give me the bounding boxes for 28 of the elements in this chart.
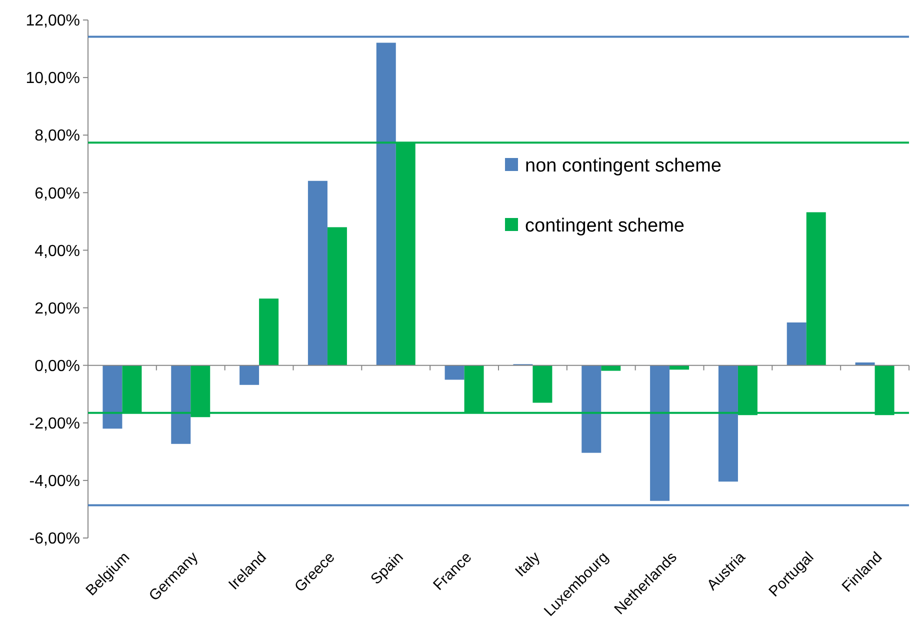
y-tick-label: 0,00% xyxy=(34,358,80,375)
y-tick-label: -2,00% xyxy=(29,415,80,432)
y-tick-label: 4,00% xyxy=(34,242,80,260)
legend-label: non contingent scheme xyxy=(525,156,722,177)
bar xyxy=(444,365,464,380)
legend-label: contingent scheme xyxy=(525,216,684,237)
bar xyxy=(376,42,396,366)
bar xyxy=(308,180,328,366)
bar xyxy=(650,365,670,501)
y-tick-label: 12,00% xyxy=(26,12,80,30)
y-tick-label: -6,00% xyxy=(29,530,80,548)
y-tick-label: 2,00% xyxy=(34,300,80,318)
bar xyxy=(240,365,260,385)
bar xyxy=(718,365,738,482)
y-tick-label: 6,00% xyxy=(34,185,80,202)
bar xyxy=(532,365,552,403)
x-tick-label: Italy xyxy=(512,548,544,580)
bar xyxy=(786,322,806,366)
bar xyxy=(327,227,347,366)
bar xyxy=(582,365,602,453)
y-tick-label: -4,00% xyxy=(29,473,80,490)
bar xyxy=(601,365,621,371)
bar xyxy=(171,365,191,444)
bar xyxy=(259,298,279,366)
bar xyxy=(806,212,826,366)
y-tick-label: 8,00% xyxy=(34,128,80,145)
y-tick-label: 10,00% xyxy=(26,70,80,88)
bar xyxy=(102,365,122,429)
